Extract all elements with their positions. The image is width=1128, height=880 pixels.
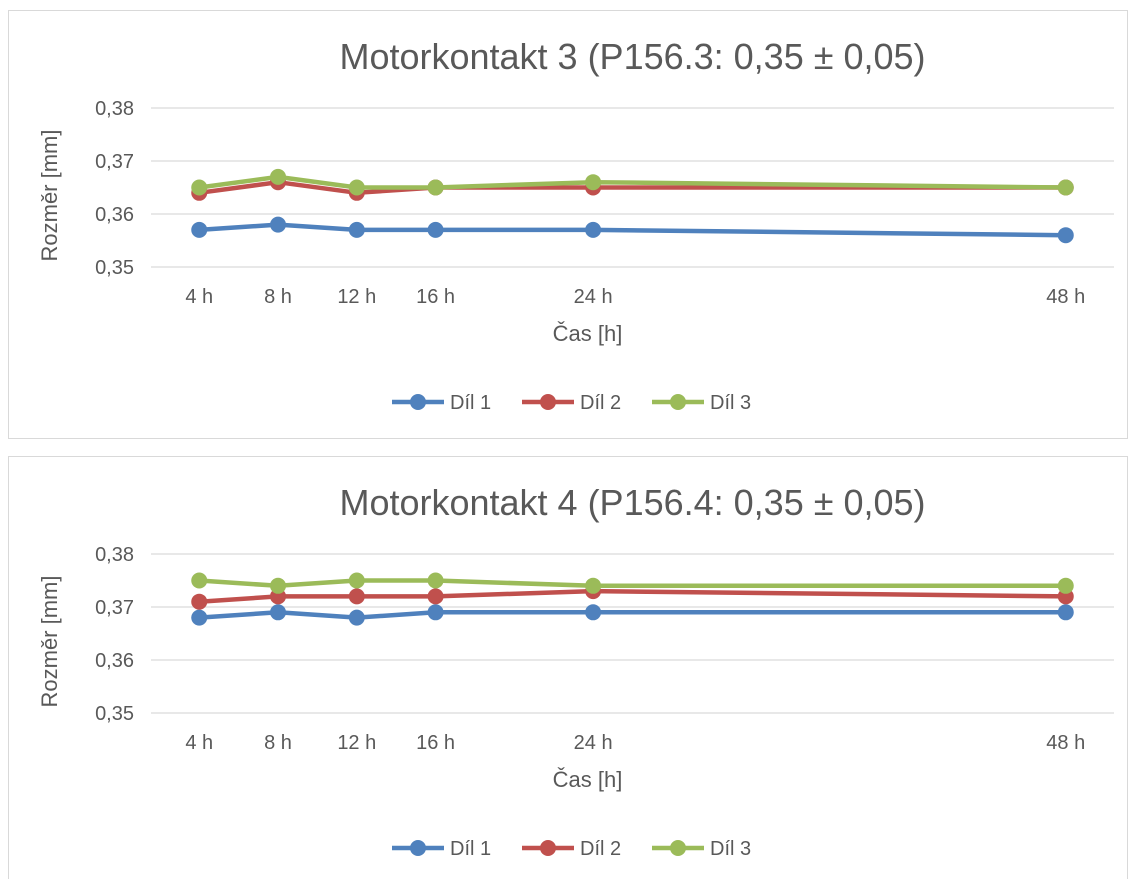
legend-label: Díl 2: [580, 392, 621, 414]
legend-label: Díl 2: [580, 838, 621, 860]
legend-item: Díl 3: [652, 392, 751, 414]
x-tick-label: 48 h: [1046, 286, 1085, 308]
series-line: [198, 174, 1066, 190]
data-point: [427, 588, 444, 605]
legend-item: Díl 3: [652, 838, 751, 860]
legend: Díl 1 Díl 2 Díl 3: [392, 838, 751, 860]
data-point: [1057, 179, 1074, 196]
series-2: [191, 583, 1074, 610]
legend-swatch-marker: [670, 394, 686, 410]
x-tick-label: 24 h: [574, 286, 613, 308]
series-line: [199, 588, 1066, 604]
series-line: [199, 610, 1066, 620]
series-line: [198, 179, 1066, 196]
data-point: [427, 179, 444, 196]
x-tick-label: 48 h: [1046, 732, 1085, 754]
data-point: [270, 216, 287, 233]
data-point: [191, 179, 208, 196]
y-tick-label: 0,37: [95, 151, 134, 173]
data-point: [348, 221, 365, 238]
data-point: [348, 609, 365, 626]
x-tick-label: 12 h: [337, 732, 376, 754]
chart-panel-motorkontakt-4: Motorkontakt 4 (P156.4: 0,35 ± 0,05) 0,35…: [8, 456, 1128, 879]
y-tick-label: 0,35: [95, 703, 134, 725]
y-tick-label: 0,37: [95, 597, 134, 619]
chart-panel-motorkontakt-3: Motorkontakt 3 (P156.3: 0,35 ± 0,05) 0,35…: [8, 10, 1128, 439]
legend-swatch-marker: [410, 840, 426, 856]
line-chart-motorkontakt-4: Motorkontakt 4 (P156.4: 0,35 ± 0,05) 0,35…: [37, 482, 1114, 860]
legend-item: Díl 2: [522, 838, 621, 860]
y-tick-label: 0,36: [95, 204, 134, 226]
data-point: [585, 604, 602, 621]
x-tick-label: 24 h: [574, 732, 613, 754]
y-axis-title: Rozměr [mm]: [37, 576, 62, 708]
series-line: [199, 578, 1066, 589]
series-line: [199, 222, 1066, 238]
data-point: [191, 572, 208, 589]
data-point: [348, 179, 365, 196]
y-tick-label: 0,38: [95, 544, 134, 566]
x-axis-title: Čas [h]: [553, 767, 623, 792]
data-point: [427, 572, 444, 589]
data-point: [270, 604, 287, 621]
data-point: [270, 168, 287, 185]
y-tick-label: 0,38: [95, 98, 134, 120]
x-axis-title: Čas [h]: [553, 321, 623, 346]
x-tick-label: 8 h: [264, 286, 292, 308]
legend-label: Díl 3: [710, 392, 751, 414]
data-point: [427, 604, 444, 621]
legend-swatch-marker: [540, 394, 556, 410]
legend-item: Díl 1: [392, 838, 491, 860]
data-point: [427, 221, 444, 238]
data-point: [348, 588, 365, 605]
legend-item: Díl 1: [392, 392, 491, 414]
y-tick-label: 0,35: [95, 257, 134, 279]
data-point: [1057, 604, 1074, 621]
legend: Díl 1 Díl 2 Díl 3: [392, 392, 751, 414]
series-1: [191, 216, 1074, 244]
legend-label: Díl 1: [450, 838, 491, 860]
legend-swatch-marker: [670, 840, 686, 856]
data-point: [1057, 227, 1074, 244]
data-point: [585, 221, 602, 238]
line-chart-motorkontakt-3: Motorkontakt 3 (P156.3: 0,35 ± 0,05) 0,35…: [37, 36, 1114, 414]
legend-label: Díl 3: [710, 838, 751, 860]
y-axis-title: Rozměr [mm]: [37, 130, 62, 262]
data-point: [270, 577, 287, 594]
x-tick-label: 4 h: [185, 732, 213, 754]
data-point: [191, 221, 208, 238]
y-tick-label: 0,36: [95, 650, 134, 672]
data-point: [1057, 577, 1074, 594]
x-tick-label: 12 h: [337, 286, 376, 308]
series-3: [191, 572, 1074, 594]
data-point: [585, 174, 602, 191]
x-tick-label: 4 h: [185, 286, 213, 308]
legend-swatch-marker: [410, 394, 426, 410]
x-tick-label: 16 h: [416, 732, 455, 754]
legend-swatch-marker: [540, 840, 556, 856]
chart-title: Motorkontakt 4 (P156.4: 0,35 ± 0,05): [339, 482, 925, 523]
data-point: [191, 609, 208, 626]
x-tick-label: 8 h: [264, 732, 292, 754]
data-point: [585, 577, 602, 594]
series-1: [191, 604, 1074, 626]
data-point: [348, 572, 365, 589]
legend-item: Díl 2: [522, 392, 621, 414]
series-3: [191, 168, 1074, 196]
chart-title: Motorkontakt 3 (P156.3: 0,35 ± 0,05): [339, 36, 925, 77]
legend-label: Díl 1: [450, 392, 491, 414]
x-tick-label: 16 h: [416, 286, 455, 308]
data-point: [191, 593, 208, 610]
